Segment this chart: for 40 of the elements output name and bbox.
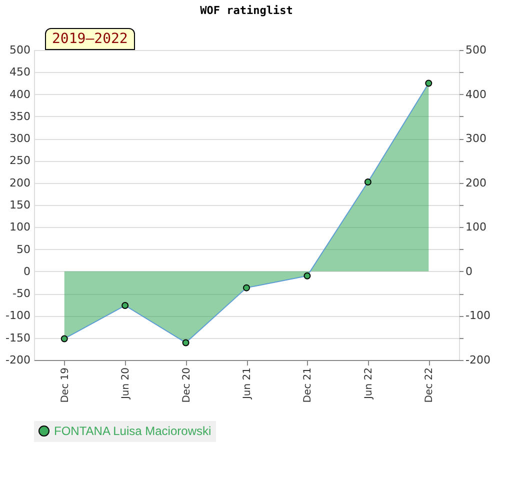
chart-title: WOF ratinglist xyxy=(200,4,293,17)
x-tick-label: Jun 20 xyxy=(120,368,132,400)
y-tick-label: 500 xyxy=(10,44,30,56)
y2-tick-label: -100 xyxy=(466,309,490,322)
point xyxy=(243,284,250,292)
y-tick-label: -50 xyxy=(12,287,30,300)
y2-tick-label: 0 xyxy=(466,264,472,278)
y2-tick-label: 500 xyxy=(466,44,486,56)
x-tick-label: Jun 21 xyxy=(242,368,253,400)
y-tick-label: 300 xyxy=(10,132,30,146)
y-tick-label: 150 xyxy=(10,198,30,212)
point xyxy=(182,339,190,346)
x-tick-label: Dec 20 xyxy=(181,368,192,403)
point xyxy=(364,178,372,186)
y-tick-label: -150 xyxy=(6,331,30,344)
x-tick-label: Dec 22 xyxy=(424,368,436,403)
point xyxy=(60,335,68,342)
y-tick-label: 250 xyxy=(10,154,30,168)
y-tick-label: 450 xyxy=(10,66,30,79)
y-tick-label: 200 xyxy=(10,176,30,190)
x-tick-label: Jun 22 xyxy=(363,368,374,400)
y-tick-label: 100 xyxy=(10,220,30,234)
text: 2019–2022 xyxy=(45,28,135,50)
legend-label: FONTANA Luisa Maciorowski xyxy=(54,424,212,438)
y2-tick-label: 100 xyxy=(466,220,486,234)
y-tick-label: 400 xyxy=(10,88,30,101)
x-tick-label: Dec 19 xyxy=(60,368,71,403)
y-tick-label: -100 xyxy=(6,309,30,322)
x-tick-label: Dec 21 xyxy=(302,368,314,403)
y-tick-label: 350 xyxy=(10,110,30,123)
y2-tick-label: 300 xyxy=(466,132,486,146)
y2-tick-label: 200 xyxy=(466,176,486,190)
point xyxy=(304,272,311,280)
y-tick-label: 0 xyxy=(24,264,30,278)
y-tick-label: 50 xyxy=(16,242,30,256)
point xyxy=(122,302,129,310)
point xyxy=(425,80,432,87)
y2-tick-label: 400 xyxy=(466,88,486,101)
y2-tick-label: -200 xyxy=(466,354,490,366)
y-tick-label: -200 xyxy=(6,354,30,366)
